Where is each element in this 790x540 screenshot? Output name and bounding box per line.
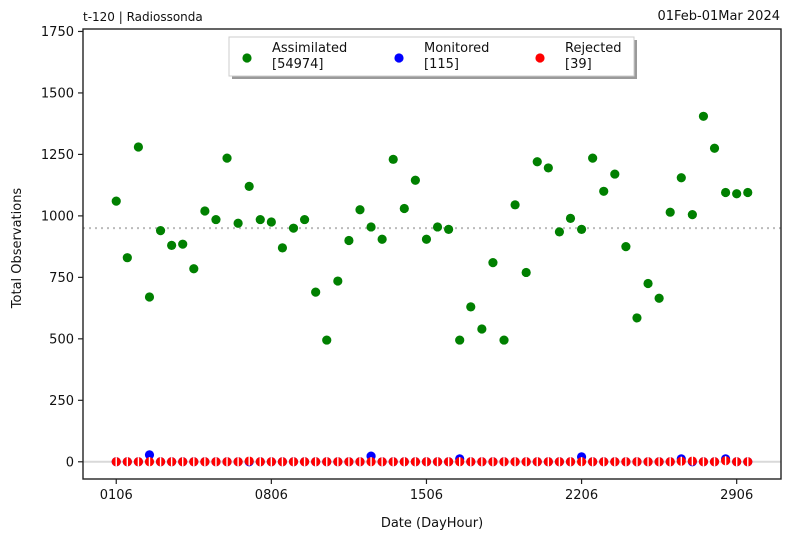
point-assimilated: [111, 196, 121, 206]
legend-marker-rejected: [535, 53, 545, 63]
point-assimilated: [233, 218, 243, 228]
point-assimilated: [167, 240, 177, 250]
point-assimilated: [366, 222, 376, 232]
point-assimilated: [211, 214, 221, 225]
x-tick-label: 2206: [565, 488, 598, 503]
point-assimilated: [333, 276, 343, 286]
legend-label-monitored: Monitored: [424, 41, 489, 56]
x-axis-title: Date (DayHour): [381, 516, 483, 531]
y-tick-label: 250: [49, 394, 74, 409]
point-assimilated: [344, 235, 354, 246]
legend: Assimilated[54974] Monitored[115] Rejected…: [228, 36, 637, 79]
point-assimilated: [155, 226, 166, 236]
point-assimilated: [743, 187, 753, 198]
data-points: [111, 111, 753, 467]
reference-lines: [83, 227, 781, 463]
legend-count-assimilated: [54974]: [272, 57, 324, 72]
point-assimilated: [277, 243, 288, 253]
point-assimilated: [311, 287, 321, 297]
axes-frame: [82, 28, 782, 480]
point-assimilated: [632, 313, 642, 323]
point-assimilated: [532, 157, 542, 167]
point-assimilated: [144, 292, 155, 302]
legend-box: [228, 36, 635, 77]
point-assimilated: [222, 153, 232, 163]
y-tick-label: 1500: [41, 86, 74, 101]
point-assimilated: [455, 335, 465, 345]
point-assimilated: [466, 302, 476, 312]
point-assimilated: [698, 111, 709, 121]
legend-label-rejected: Rejected: [565, 41, 622, 56]
point-assimilated: [521, 267, 531, 278]
x-tick-label: 0806: [255, 488, 288, 503]
point-assimilated: [178, 239, 188, 249]
rejected-markers-overlay: [115, 456, 749, 467]
point-assimilated: [133, 142, 143, 152]
point-assimilated: [510, 200, 520, 210]
point-assimilated: [687, 210, 697, 220]
point-assimilated: [721, 187, 731, 198]
point-assimilated: [410, 175, 420, 185]
point-assimilated: [621, 242, 631, 252]
legend-count-rejected: [39]: [565, 57, 592, 72]
point-assimilated: [499, 335, 509, 345]
y-tick-label: 1750: [41, 25, 74, 40]
point-assimilated: [732, 189, 742, 199]
legend-marker-assimilated: [242, 53, 252, 63]
point-assimilated: [477, 324, 487, 334]
point-assimilated: [676, 173, 686, 183]
y-tick-label: 0: [66, 455, 74, 470]
chart-header-right: 01Feb-01Mar 2024: [657, 9, 780, 24]
point-assimilated: [322, 335, 332, 345]
x-tick-label: 2906: [720, 488, 753, 503]
y-tick-label: 1250: [41, 148, 74, 163]
x-tick-label: 0106: [100, 488, 133, 503]
point-assimilated: [266, 217, 276, 227]
point-assimilated: [200, 206, 210, 216]
y-tick-label: 500: [49, 332, 74, 347]
y-axis: 0 250 500 750 1000 1250 1500 1750: [41, 25, 83, 470]
y-tick-label: 1000: [41, 209, 74, 224]
plot-background: [83, 29, 781, 479]
point-assimilated: [654, 293, 664, 303]
plot-area: [83, 29, 781, 479]
point-assimilated: [355, 205, 365, 215]
point-assimilated: [488, 258, 498, 268]
point-assimilated: [565, 213, 576, 223]
point-assimilated: [576, 224, 587, 235]
point-monitored: [144, 450, 155, 460]
point-assimilated: [599, 186, 609, 196]
y-axis-title: Total Observations: [10, 188, 25, 310]
point-assimilated: [444, 224, 454, 235]
point-assimilated: [610, 169, 620, 179]
point-assimilated: [377, 234, 387, 244]
x-tick-label: 1506: [410, 488, 443, 503]
x-axis: 0106 0806 1506 2206 2906: [100, 479, 753, 503]
point-assimilated: [554, 227, 565, 237]
point-assimilated: [709, 143, 720, 153]
point-assimilated: [122, 253, 132, 263]
plot-frame: [82, 28, 782, 480]
point-assimilated: [665, 207, 675, 217]
point-assimilated: [388, 154, 398, 164]
point-assimilated: [432, 222, 443, 232]
point-assimilated: [543, 163, 553, 173]
y-tick-label: 750: [49, 271, 74, 286]
point-assimilated: [643, 278, 653, 289]
point-assimilated: [421, 234, 432, 244]
legend-marker-monitored: [394, 53, 404, 63]
point-assimilated: [588, 153, 598, 163]
series-assimilated: [111, 111, 753, 345]
chart-header-left: t-120 | Radiossonda: [83, 10, 203, 24]
point-assimilated: [255, 214, 265, 225]
legend-label-assimilated: Assimilated: [272, 41, 347, 56]
point-assimilated: [189, 264, 199, 274]
point-assimilated: [288, 223, 299, 233]
point-assimilated: [299, 214, 310, 225]
point-assimilated: [399, 203, 409, 214]
point-assimilated: [244, 181, 254, 191]
legend-count-monitored: [115]: [424, 57, 459, 72]
